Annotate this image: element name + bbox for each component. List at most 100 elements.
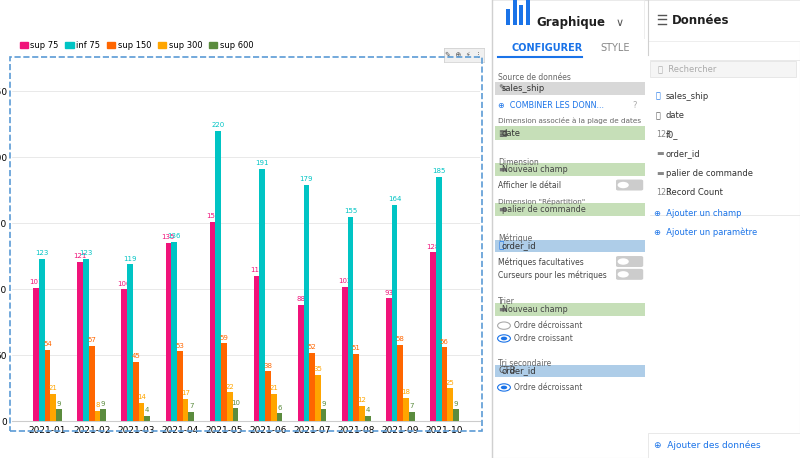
Text: Dimension "Répartition": Dimension "Répartition"	[498, 198, 586, 206]
Bar	[210, 222, 215, 421]
Text: CTB: CTB	[498, 366, 516, 376]
Text: 151: 151	[206, 213, 219, 219]
Text: ?: ?	[632, 101, 637, 110]
Bar	[409, 412, 414, 421]
Text: Source de données: Source de données	[498, 73, 571, 82]
Text: ▦: ▦	[498, 129, 507, 138]
Text: Ordre croissant: Ordre croissant	[514, 334, 574, 343]
Bar	[94, 411, 100, 421]
Bar	[386, 299, 392, 421]
Text: 38: 38	[263, 363, 273, 369]
Bar	[189, 412, 194, 421]
Text: ⊕  COMBINER LES DONN...: ⊕ COMBINER LES DONN...	[498, 101, 605, 110]
Bar	[447, 388, 453, 421]
Text: 185: 185	[432, 168, 446, 174]
Text: Données: Données	[672, 14, 730, 27]
Bar	[39, 259, 45, 421]
Text: 🔵: 🔵	[656, 92, 661, 101]
Text: Tri secondaire: Tri secondaire	[498, 359, 552, 368]
Bar	[303, 185, 310, 421]
Text: ✎  ⊕  ⚡  ⋮: ✎ ⊕ ⚡ ⋮	[446, 52, 482, 58]
Text: Métrique: Métrique	[498, 234, 533, 243]
Text: 9: 9	[57, 401, 62, 407]
Text: 22: 22	[226, 384, 234, 390]
Text: Nouveau champ: Nouveau champ	[502, 165, 567, 174]
Text: 123: 123	[35, 250, 49, 256]
Text: 119: 119	[123, 256, 137, 262]
Text: 101: 101	[30, 279, 43, 285]
Bar	[171, 242, 177, 421]
Text: Ordre décroissant: Ordre décroissant	[514, 321, 582, 330]
Bar	[430, 252, 436, 421]
Text: Graphique: Graphique	[536, 16, 605, 29]
Text: CONFIGURER: CONFIGURER	[512, 43, 583, 53]
Text: 🔍  Rechercher: 🔍 Rechercher	[658, 65, 716, 74]
Text: 25: 25	[446, 380, 454, 386]
Bar	[271, 393, 277, 421]
Text: 100: 100	[118, 281, 131, 287]
Bar	[138, 403, 144, 421]
Text: 128: 128	[426, 244, 440, 250]
Bar	[453, 409, 458, 421]
Text: Record Count: Record Count	[666, 188, 722, 197]
Text: 135: 135	[162, 234, 175, 240]
Text: Nouveau champ: Nouveau champ	[502, 305, 567, 314]
Text: 123: 123	[656, 188, 671, 197]
Text: 4: 4	[366, 408, 370, 414]
Text: 7: 7	[189, 403, 194, 409]
Text: f0_: f0_	[666, 130, 678, 139]
Text: ▬: ▬	[498, 305, 507, 314]
Text: date: date	[666, 111, 685, 120]
Text: ▬: ▬	[656, 169, 663, 178]
Bar	[127, 264, 133, 421]
Bar	[298, 305, 303, 421]
Text: 123: 123	[79, 250, 93, 256]
Text: ▬: ▬	[498, 165, 507, 174]
Text: 155: 155	[344, 208, 357, 214]
Bar	[359, 405, 365, 421]
Text: 6: 6	[278, 405, 282, 411]
Text: 18: 18	[402, 389, 410, 395]
Text: sales_ship: sales_ship	[666, 92, 709, 101]
Text: palier de commande: palier de commande	[502, 205, 586, 214]
Text: 123: 123	[656, 130, 671, 139]
Bar	[321, 409, 326, 421]
Bar	[89, 346, 94, 421]
Text: Métriques facultatives: Métriques facultatives	[498, 258, 584, 267]
Bar	[122, 289, 127, 421]
Text: 8: 8	[95, 402, 100, 408]
Text: palier de commande: palier de commande	[666, 169, 753, 178]
Text: sales_ship: sales_ship	[502, 84, 545, 93]
Bar	[403, 398, 409, 421]
Text: 17: 17	[181, 390, 190, 396]
Text: order_id: order_id	[666, 149, 700, 158]
Text: 9: 9	[101, 401, 106, 407]
Bar	[348, 217, 354, 421]
Text: 164: 164	[388, 196, 402, 202]
Bar	[182, 399, 189, 421]
Text: 12: 12	[358, 397, 366, 403]
Text: date: date	[502, 129, 521, 138]
Text: ⊕  Ajouter un champ: ⊕ Ajouter un champ	[654, 209, 742, 218]
Text: ⊕  Ajouter un paramètre: ⊕ Ajouter un paramètre	[654, 228, 758, 237]
Bar	[398, 345, 403, 421]
Text: 191: 191	[255, 160, 269, 166]
Text: ▬: ▬	[498, 205, 507, 214]
Bar	[34, 288, 39, 421]
Text: 121: 121	[74, 253, 87, 259]
Bar	[177, 351, 182, 421]
Text: 7: 7	[410, 403, 414, 409]
Text: ∨: ∨	[616, 18, 624, 28]
Text: 📅: 📅	[656, 111, 661, 120]
Bar	[436, 177, 442, 421]
Text: Trier: Trier	[498, 297, 515, 306]
Text: 9: 9	[322, 401, 326, 407]
Text: 35: 35	[314, 366, 322, 372]
Text: 51: 51	[352, 345, 361, 351]
Text: Ordre décroissant: Ordre décroissant	[514, 383, 582, 392]
Text: 102: 102	[338, 278, 351, 284]
Bar	[166, 243, 171, 421]
Bar	[315, 375, 321, 421]
Bar	[50, 393, 56, 421]
Text: 21: 21	[49, 385, 58, 391]
